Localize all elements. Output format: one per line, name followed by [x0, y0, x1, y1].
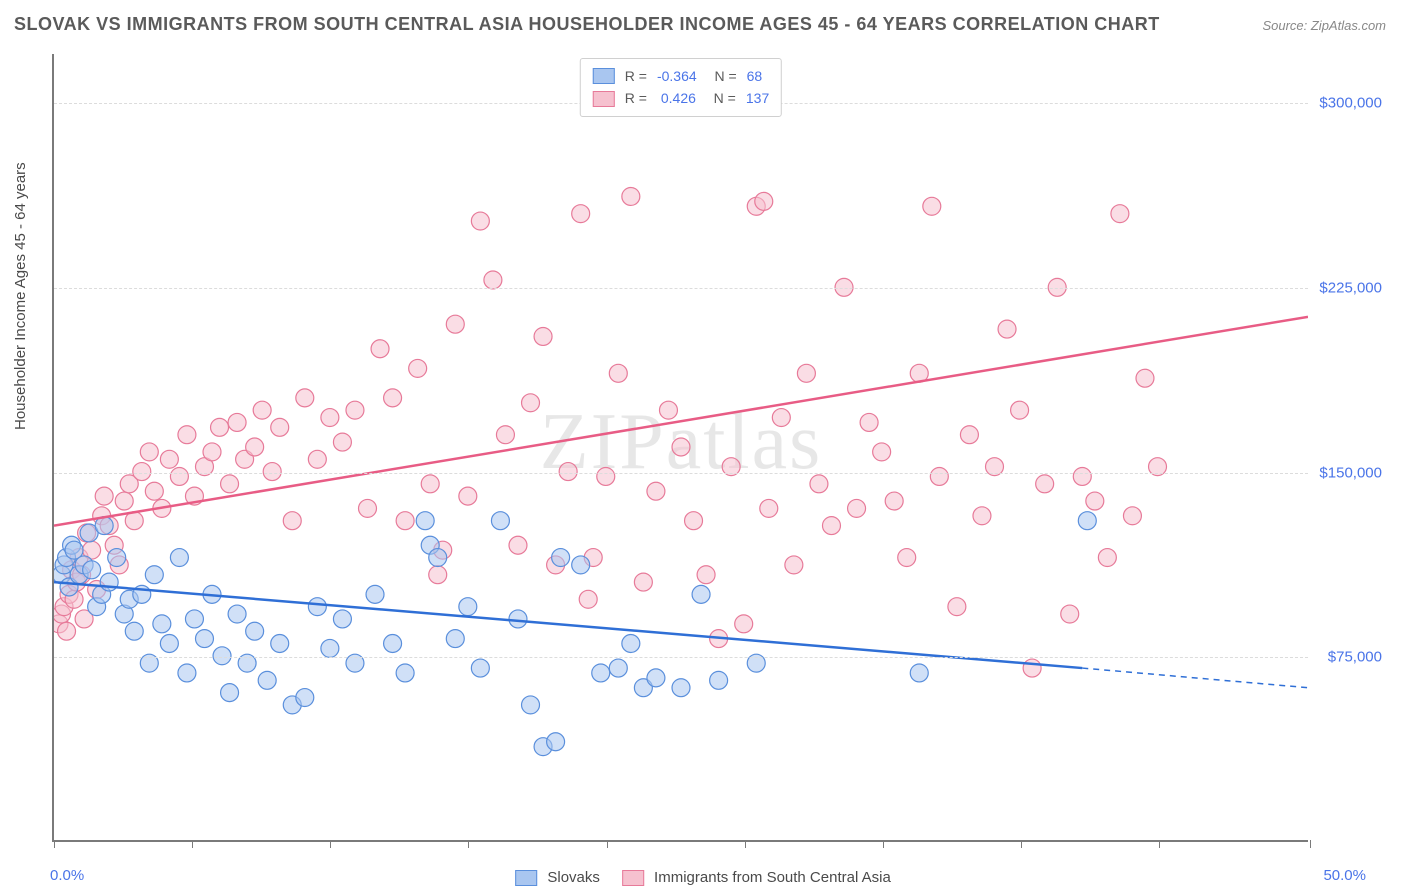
x-tick	[607, 840, 608, 848]
r-label: R =	[625, 87, 647, 109]
r-value-slovaks: -0.364	[657, 65, 697, 87]
gridline	[54, 473, 1308, 474]
scatter-svg	[54, 54, 1308, 840]
legend-label-slovaks: Slovaks	[547, 869, 600, 886]
x-tick	[468, 840, 469, 848]
legend-row-slovaks: R = -0.364 N = 68	[593, 65, 769, 87]
r-value-immigrants: 0.426	[657, 87, 696, 109]
swatch-slovaks	[593, 68, 615, 84]
x-axis-min-label: 0.0%	[50, 867, 84, 884]
y-axis-label: Householder Income Ages 45 - 64 years	[12, 162, 29, 430]
y-tick-label: $150,000	[1319, 464, 1382, 481]
gridline	[54, 288, 1308, 289]
n-value-immigrants: 137	[746, 87, 769, 109]
x-tick	[1159, 840, 1160, 848]
watermark: ZIPatlas	[540, 397, 823, 488]
correlation-legend: R = -0.364 N = 68 R = 0.426 N = 137	[580, 58, 782, 117]
n-value-slovaks: 68	[747, 65, 763, 87]
series-legend: Slovaks Immigrants from South Central As…	[515, 869, 891, 886]
swatch-immigrants-bottom	[622, 870, 644, 886]
swatch-slovaks-bottom	[515, 870, 537, 886]
x-tick	[883, 840, 884, 848]
n-label: N =	[707, 65, 737, 87]
r-label: R =	[625, 65, 647, 87]
source-label: Source: ZipAtlas.com	[1262, 18, 1386, 33]
x-tick	[1310, 840, 1311, 848]
legend-row-immigrants: R = 0.426 N = 137	[593, 87, 769, 109]
legend-label-immigrants: Immigrants from South Central Asia	[654, 869, 891, 886]
x-tick	[745, 840, 746, 848]
x-tick	[1021, 840, 1022, 848]
n-label: N =	[706, 87, 736, 109]
y-tick-label: $300,000	[1319, 95, 1382, 112]
x-tick	[54, 840, 55, 848]
legend-item-slovaks: Slovaks	[515, 869, 600, 886]
gridline	[54, 657, 1308, 658]
legend-item-immigrants: Immigrants from South Central Asia	[622, 869, 891, 886]
swatch-immigrants	[593, 91, 615, 107]
x-tick	[330, 840, 331, 848]
x-axis-max-label: 50.0%	[1323, 867, 1366, 884]
y-tick-label: $225,000	[1319, 279, 1382, 296]
plot-area: ZIPatlas R = -0.364 N = 68 R = 0.426 N =…	[52, 54, 1308, 842]
chart-title: SLOVAK VS IMMIGRANTS FROM SOUTH CENTRAL …	[14, 14, 1160, 35]
x-tick	[192, 840, 193, 848]
y-tick-label: $75,000	[1328, 649, 1382, 666]
